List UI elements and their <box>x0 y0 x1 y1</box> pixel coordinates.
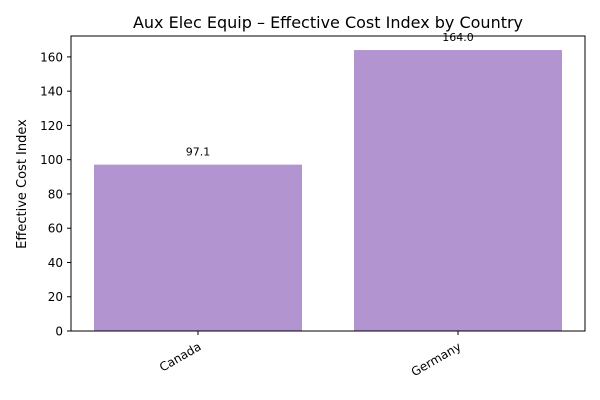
bar-germany <box>354 50 562 332</box>
bar-value-labels: 97.1 164.0 <box>186 31 474 159</box>
y-axis-ticks: 0 20 40 60 80 100 120 140 160 <box>40 50 71 339</box>
plot-frame <box>70 35 586 332</box>
y-tick-label: 100 <box>40 153 63 167</box>
x-axis-ticks: Canada Germany <box>157 331 464 379</box>
y-tick-label: 0 <box>55 325 63 339</box>
y-tick-label: 20 <box>48 290 63 304</box>
bars-group <box>94 50 562 332</box>
y-tick-label: 60 <box>48 222 63 236</box>
y-tick-label: 140 <box>40 85 63 99</box>
chart-title: Aux Elec Equip – Effective Cost Index by… <box>133 13 523 32</box>
bar-canada <box>94 164 302 331</box>
x-tick-label: Germany <box>409 339 464 379</box>
y-tick-label: 160 <box>40 50 63 64</box>
y-tick-label: 40 <box>48 256 63 270</box>
bar-value-label: 97.1 <box>186 146 211 159</box>
y-tick-label: 120 <box>40 119 63 133</box>
bar-value-label: 164.0 <box>442 31 474 44</box>
y-axis-label: Effective Cost Index <box>15 119 30 249</box>
x-tick-label: Canada <box>157 339 204 374</box>
y-tick-label: 80 <box>48 187 63 201</box>
